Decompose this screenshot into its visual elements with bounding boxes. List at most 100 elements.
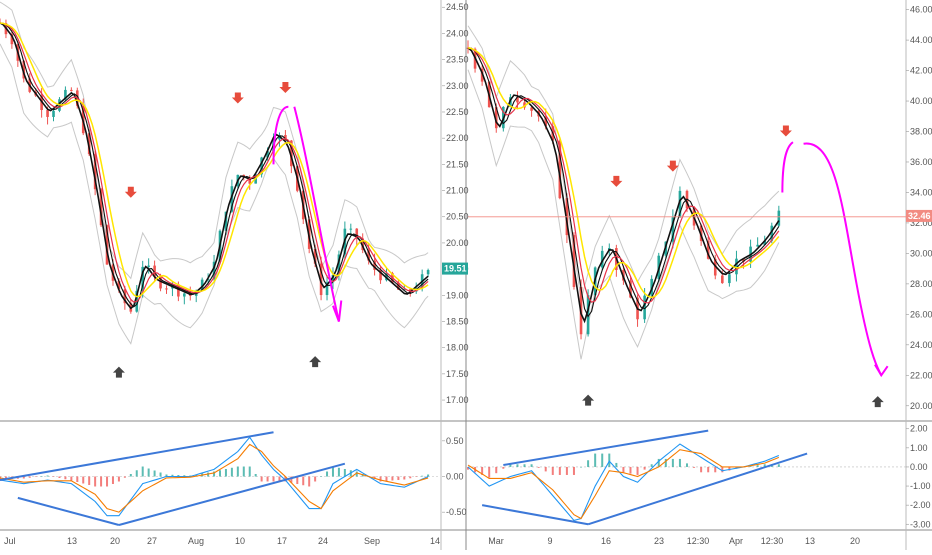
rp-ma-mid xyxy=(467,47,780,304)
lp-ma-fast2 xyxy=(0,22,429,308)
lm-hist-bar-6 xyxy=(34,476,37,477)
lp-y-tick-0: 24.50 xyxy=(446,2,469,12)
lp-candle-56 xyxy=(331,274,335,283)
rm-hist-bar-23 xyxy=(629,466,632,474)
rm-hist-bar-0 xyxy=(467,466,469,470)
lp-band-upper xyxy=(0,1,429,280)
lp-candle-12 xyxy=(70,89,73,91)
rm-macd-line xyxy=(467,443,780,522)
lm-hist-bar-60 xyxy=(355,471,358,477)
rp-candle-39 xyxy=(742,258,745,262)
lm-hist-bar-22 xyxy=(129,474,132,477)
left-x-tick-3: 27 xyxy=(147,536,157,546)
lm-hist-bar-10 xyxy=(58,476,61,478)
lp-price-tag: 19.51 xyxy=(444,264,467,274)
rm-hist-bar-36 xyxy=(721,466,724,473)
lp-candle-48 xyxy=(284,135,287,141)
lm-hist-bar-58 xyxy=(343,469,346,477)
rm-hist-bar-6 xyxy=(509,464,512,467)
rp-y-tick-9: 28.00 xyxy=(910,279,932,289)
rp-buy-arrow-4 xyxy=(871,396,884,408)
rp-y-tick-8: 30.00 xyxy=(910,248,932,258)
rp-candle-30 xyxy=(678,190,682,218)
lp-candle-21 xyxy=(123,289,127,304)
right-x-tick-8: 20 xyxy=(850,536,860,546)
lp-candle-2 xyxy=(10,34,14,45)
lm-hist-bar-50 xyxy=(296,476,299,484)
lm-hist-bar-69 xyxy=(409,476,412,479)
lp-sell-arrow-0 xyxy=(124,186,137,198)
lp-candle-59 xyxy=(349,228,353,230)
rm-hist-bar-41 xyxy=(756,465,759,467)
lp-y-tick-7: 21.00 xyxy=(446,186,469,196)
rp-candle-7 xyxy=(516,97,519,103)
rp-y-tick-3: 40.00 xyxy=(910,96,932,106)
left-x-tick-8: Sep xyxy=(364,536,380,546)
rp-candle-17 xyxy=(586,295,590,335)
lm-hist-bar-39 xyxy=(230,467,233,477)
rm-y-tick-3: -1.00 xyxy=(910,481,931,491)
lp-candle-8 xyxy=(46,110,49,117)
lp-candle-39 xyxy=(230,186,234,212)
lm-hist-bar-21 xyxy=(123,476,126,478)
right-macd-trendline-upper xyxy=(503,429,709,467)
lm-hist-bar-38 xyxy=(224,469,227,477)
lm-signal-line xyxy=(0,443,429,513)
lm-hist-bar-19 xyxy=(111,476,114,484)
lm-hist-bar-25 xyxy=(147,468,150,477)
lm-y-tick-1: 0.00 xyxy=(446,472,464,482)
lp-candle-36 xyxy=(212,261,216,279)
rm-hist-bar-3 xyxy=(488,466,491,478)
lm-hist-bar-49 xyxy=(290,476,293,483)
lp-buy-arrow-1 xyxy=(112,366,125,378)
rm-hist-bar-13 xyxy=(558,466,561,475)
lp-candle-15 xyxy=(87,133,91,155)
lm-hist-bar-4 xyxy=(22,476,25,479)
macd-lines xyxy=(0,436,780,522)
left-macd-trendline-upper xyxy=(0,431,274,482)
lm-y-tick-2: -0.50 xyxy=(446,507,467,517)
lp-candle-20 xyxy=(117,280,121,290)
lp-candle-16 xyxy=(93,154,97,190)
rp-candle-19 xyxy=(600,250,604,268)
lp-sell-arrow-2 xyxy=(231,92,244,104)
rp-candle-23 xyxy=(629,280,632,298)
right-x-tick-5: Apr xyxy=(729,536,743,546)
rm-hist-bar-30 xyxy=(678,458,681,467)
rm-y-tick-2: 0.00 xyxy=(910,462,928,472)
lp-candle-7 xyxy=(40,95,43,111)
lp-candle-31 xyxy=(183,293,186,297)
lm-hist-bar-68 xyxy=(403,476,406,480)
lm-hist-bar-45 xyxy=(266,476,269,482)
rm-y-tick-4: -2.00 xyxy=(910,500,931,510)
left-x-tick-4: Aug xyxy=(188,536,204,546)
rm-hist-bar-7 xyxy=(516,464,519,467)
rp-band-lower xyxy=(467,69,780,360)
rm-hist-bar-15 xyxy=(572,466,575,475)
right-projection-up xyxy=(781,141,794,193)
lm-hist-bar-13 xyxy=(76,476,79,482)
rp-y-tick-0: 46.00 xyxy=(910,5,932,15)
macd-histogram xyxy=(0,453,906,487)
rm-hist-bar-34 xyxy=(707,466,710,473)
lp-candle-30 xyxy=(177,284,180,297)
lp-band-lower xyxy=(0,43,429,345)
lm-hist-bar-71 xyxy=(421,475,424,477)
lm-y-tick-0: 0.50 xyxy=(446,436,464,446)
left-x-tick-7: 24 xyxy=(318,536,328,546)
lm-hist-bar-14 xyxy=(82,476,85,484)
lp-candle-17 xyxy=(99,189,103,226)
lm-hist-bar-64 xyxy=(379,476,382,482)
rp-candle-4 xyxy=(494,107,498,129)
lm-hist-bar-23 xyxy=(135,470,138,477)
rp-candle-38 xyxy=(735,258,738,275)
lm-hist-bar-65 xyxy=(385,476,388,481)
left-x-tick-0: Jul xyxy=(4,536,16,546)
rp-candle-8 xyxy=(523,102,526,108)
lp-y-tick-13: 18.00 xyxy=(446,343,469,353)
lm-hist-bar-52 xyxy=(308,476,311,487)
left-macd-trendline-lower-b xyxy=(118,462,346,526)
lm-hist-bar-72 xyxy=(427,474,430,477)
rp-y-tick-10: 26.00 xyxy=(910,309,932,319)
